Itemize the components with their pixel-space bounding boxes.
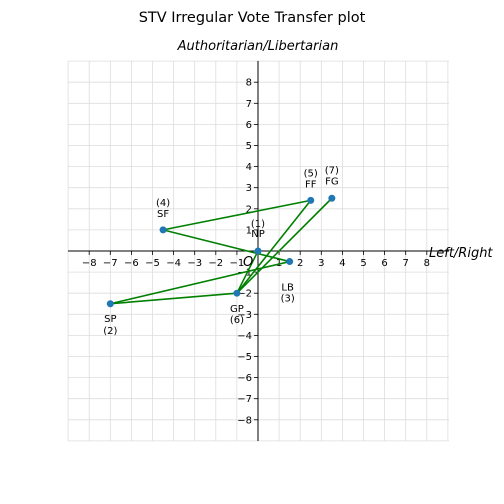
party-name-ff: FF <box>305 179 317 190</box>
x-tick-label: 7 <box>403 258 409 269</box>
chart-title: STV Irregular Vote Transfer plot <box>139 10 366 26</box>
party-point-np <box>255 248 262 255</box>
party-point-fg <box>328 195 335 202</box>
y-tick-label: −8 <box>237 415 252 426</box>
x-tick-label: 4 <box>339 258 345 269</box>
party-name-lb: LB <box>281 283 294 294</box>
party-point-sf <box>160 226 167 233</box>
y-tick-label: −5 <box>237 352 252 363</box>
party-point-lb <box>286 258 293 265</box>
y-tick-label: 5 <box>246 141 252 152</box>
party-number-ff: (5) <box>304 168 318 179</box>
party-point-ff <box>307 197 314 204</box>
y-tick-label: 3 <box>246 183 252 194</box>
y-tick-label: −7 <box>237 394 252 405</box>
party-name-fg: FG <box>325 176 339 187</box>
x-tick-label: 3 <box>318 258 324 269</box>
chart-subtitle: Authoritarian/Libertarian <box>177 39 339 54</box>
x-tick-label: −8 <box>82 258 97 269</box>
origin-label: O <box>243 255 253 270</box>
y-tick-label: 4 <box>246 162 252 173</box>
party-name-np: NP <box>251 229 265 240</box>
x-tick-label: −7 <box>103 258 118 269</box>
x-tick-label: 6 <box>381 258 387 269</box>
party-number-sp: (2) <box>103 326 117 337</box>
x-tick-label: 5 <box>360 258 366 269</box>
party-point-sp <box>107 300 114 307</box>
x-axis-label: Left/Right <box>429 246 493 261</box>
party-number-lb: (3) <box>281 294 295 305</box>
y-tick-label: 7 <box>246 99 252 110</box>
y-tick-label: −6 <box>237 373 252 384</box>
x-tick-label: −6 <box>124 258 139 269</box>
y-tick-label: 8 <box>246 78 252 89</box>
x-tick-label: −4 <box>166 258 181 269</box>
party-number-fg: (7) <box>325 165 339 176</box>
y-tick-label: −4 <box>237 331 252 342</box>
x-tick-label: −5 <box>145 258 160 269</box>
x-tick-label: −3 <box>187 258 202 269</box>
party-name-gp: GP <box>230 304 244 315</box>
x-tick-label: 2 <box>297 258 303 269</box>
y-tick-label: 6 <box>246 120 252 131</box>
party-name-sf: SF <box>157 209 169 220</box>
x-tick-label: −2 <box>208 258 223 269</box>
party-number-sf: (4) <box>156 198 170 209</box>
party-number-gp: (6) <box>230 315 244 326</box>
party-name-sp: SP <box>104 314 116 325</box>
party-point-gp <box>233 290 240 297</box>
transfer-line-segment <box>163 230 290 262</box>
